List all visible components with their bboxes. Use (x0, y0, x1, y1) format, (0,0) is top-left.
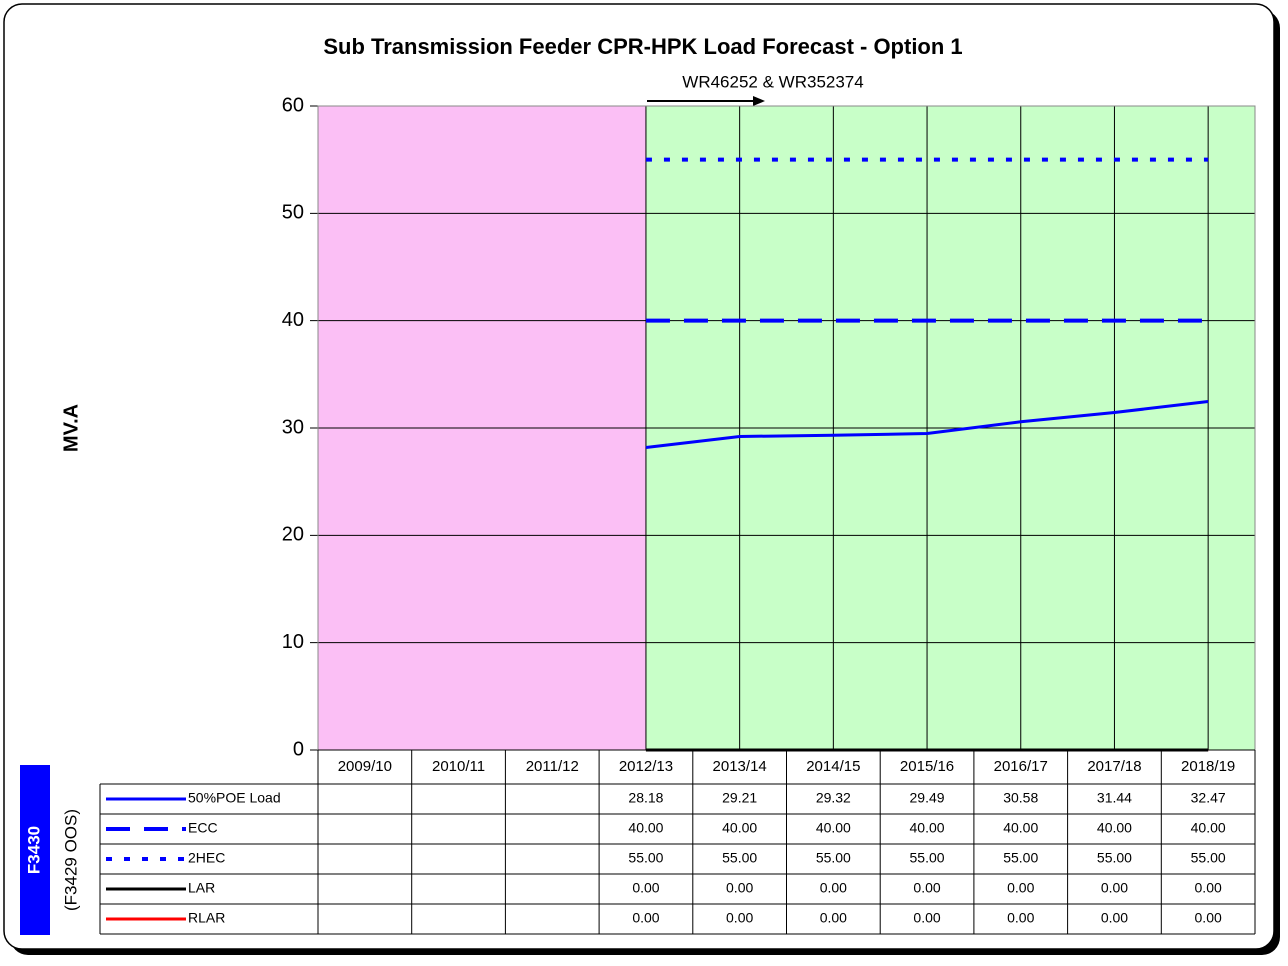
x-tick-label: 2013/14 (713, 758, 767, 775)
data-label: 55.00 (816, 850, 851, 866)
data-label: 0.00 (820, 880, 847, 896)
data-label: 40.00 (816, 820, 851, 836)
data-label: 29.21 (722, 790, 757, 806)
y-tick-label: 10 (282, 631, 304, 653)
x-tick-label: 2015/16 (900, 758, 954, 775)
x-tick-label: 2018/19 (1181, 758, 1235, 775)
y-axis-label: MV.A (60, 404, 82, 452)
side-label: F3430 (24, 826, 43, 874)
legend-label: 50%POE Load (188, 790, 281, 806)
data-label: 28.18 (628, 790, 663, 806)
annotation: WR46252 & WR352374 (682, 72, 863, 91)
data-label: 0.00 (726, 880, 753, 896)
data-label: 55.00 (1003, 850, 1038, 866)
data-label: 40.00 (1191, 820, 1226, 836)
data-label: 0.00 (1007, 880, 1034, 896)
x-tick-label: 2016/17 (994, 758, 1048, 775)
data-label: 0.00 (1101, 910, 1128, 926)
data-label: 29.49 (910, 790, 945, 806)
x-tick-label: 2017/18 (1087, 758, 1141, 775)
legend-label: ECC (188, 820, 218, 836)
x-tick-label: 2012/13 (619, 758, 673, 775)
data-label: 0.00 (632, 910, 659, 926)
data-label: 0.00 (820, 910, 847, 926)
data-label: 40.00 (1003, 820, 1038, 836)
x-tick-label: 2009/10 (338, 758, 392, 775)
data-label: 40.00 (1097, 820, 1132, 836)
data-label: 55.00 (722, 850, 757, 866)
side-box (20, 765, 50, 935)
data-label: 0.00 (726, 910, 753, 926)
data-label: 31.44 (1097, 790, 1132, 806)
y-tick-label: 20 (282, 524, 304, 546)
data-label: 40.00 (628, 820, 663, 836)
chart-title: Sub Transmission Feeder CPR-HPK Load For… (323, 34, 962, 59)
data-label: 55.00 (910, 850, 945, 866)
data-label: 0.00 (1007, 910, 1034, 926)
data-label: 0.00 (913, 910, 940, 926)
data-label: 30.58 (1003, 790, 1038, 806)
y-tick-label: 60 (282, 94, 304, 116)
x-tick-label: 2011/12 (526, 758, 579, 775)
data-label: 0.00 (632, 880, 659, 896)
y-tick-label: 40 (282, 309, 304, 331)
data-label: 32.47 (1191, 790, 1226, 806)
data-label: 40.00 (910, 820, 945, 836)
data-label: 29.32 (816, 790, 851, 806)
y-tick-label: 0 (293, 738, 304, 760)
side-note: (F3429 OOS) (61, 809, 80, 911)
legend-label: RLAR (188, 910, 225, 926)
data-label: 0.00 (1101, 880, 1128, 896)
y-tick-label: 50 (282, 202, 304, 224)
y-tick-label: 30 (282, 416, 304, 438)
legend-label: LAR (188, 880, 215, 896)
data-label: 55.00 (628, 850, 663, 866)
data-label: 40.00 (722, 820, 757, 836)
series-line (645, 399, 1209, 450)
data-label: 0.00 (913, 880, 940, 896)
x-tick-label: 2014/15 (806, 758, 860, 775)
data-label: 0.00 (1195, 880, 1222, 896)
data-label: 55.00 (1097, 850, 1132, 866)
x-tick-label: 2010/11 (432, 758, 485, 775)
legend-label: 2HEC (188, 850, 225, 866)
annotation-arrowhead (753, 96, 765, 106)
data-label: 55.00 (1191, 850, 1226, 866)
data-label: 0.00 (1195, 910, 1222, 926)
